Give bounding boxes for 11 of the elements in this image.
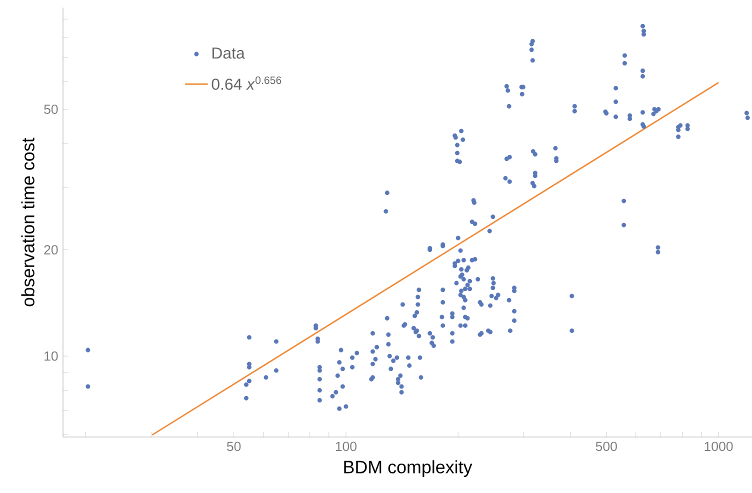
y-tick-label: 20 — [44, 245, 58, 254]
legend-label: Data — [212, 48, 245, 59]
x-tick-label: 100 — [336, 442, 357, 452]
x-tick-label: 1000 — [704, 442, 733, 452]
legend-label: 0.64 x$^{0.656}$ — [212, 76, 282, 90]
y-axis-title: observation time cost — [21, 138, 34, 306]
y-tick-label: 10 — [44, 351, 58, 361]
x-axis-title: BDM complexity — [344, 460, 472, 477]
y-tick-label: 50 — [44, 104, 58, 114]
x-tick-label: 50 — [226, 442, 241, 452]
x-tick-label: 500 — [596, 442, 617, 452]
